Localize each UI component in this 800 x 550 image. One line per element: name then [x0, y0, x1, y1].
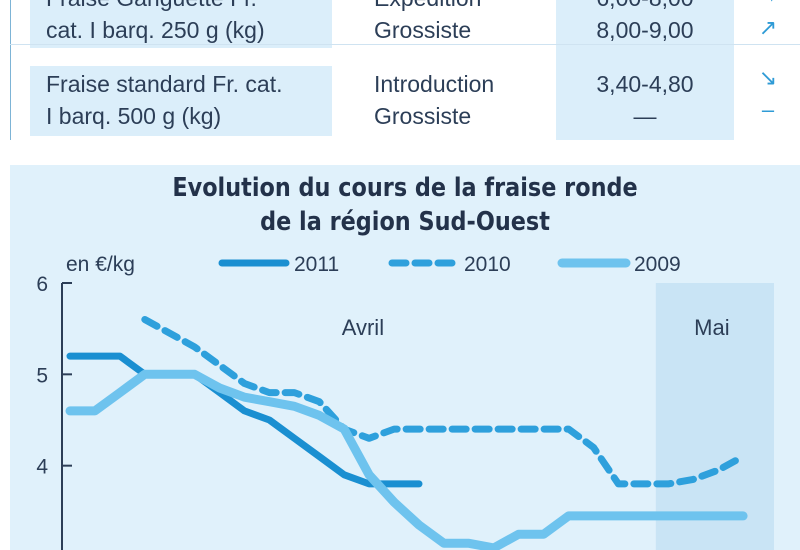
chart-title: Evolution du cours de la fraise ronde de…: [65, 171, 744, 239]
price-value: 8,00-9,00: [596, 17, 694, 43]
legend-label: 2009: [634, 253, 681, 276]
trend-cell: ↘ –: [738, 62, 798, 126]
trend-down-icon: ↘: [758, 65, 778, 90]
chart-plot: Avril Mai 3 4 5 6 en €/kg 2011 2010 2009: [36, 253, 774, 550]
y-tick-label: 4: [36, 456, 48, 479]
series-line-2011: [66, 352, 423, 488]
price-cell: 6,00-8,00 8,00-9,00: [556, 0, 734, 52]
stage-line: Grossiste: [374, 17, 472, 43]
stage-line: Introduction: [374, 71, 495, 97]
product-name-line: Fraise Gariguette Fr.: [46, 0, 332, 14]
trend-cell: ➡ ↗: [738, 0, 798, 44]
row-divider: [10, 44, 800, 45]
period-label: Mai: [694, 315, 729, 340]
trend-up-icon: ↗: [758, 15, 778, 40]
stage-cell: Introduction Grossiste: [374, 68, 564, 132]
y-tick-label: 6: [36, 273, 48, 296]
trend-right-icon: ➡: [738, 0, 798, 12]
product-name-line: cat. I barq. 250 g (kg): [46, 17, 265, 43]
price-cell: 3,40-4,80 —: [556, 50, 734, 140]
product-cell: Fraise standard Fr. cat. I barq. 500 g (…: [30, 66, 332, 136]
table-row: Fraise standard Fr. cat. I barq. 500 g (…: [10, 50, 800, 140]
trend-flat-icon: –: [761, 97, 775, 122]
table-row: Fraise Gariguette Fr. cat. I barq. 250 g…: [10, 0, 800, 52]
price-value: 6,00-8,00: [556, 0, 734, 14]
price-value: —: [633, 103, 657, 129]
legend-label: 2011: [294, 253, 339, 276]
price-chart: Evolution du cours de la fraise ronde de…: [10, 165, 800, 550]
y-tick-label: 5: [36, 364, 48, 387]
table-left-border: [10, 0, 11, 140]
legend-label: 2010: [464, 253, 511, 276]
stage-line: Grossiste: [374, 103, 472, 129]
chart-title-line: de la région Sud-Ouest: [260, 207, 550, 237]
period-label: Avril: [342, 315, 384, 340]
period-band: [655, 283, 774, 550]
series-line-2009: [65, 369, 748, 550]
y-axis-label: en €/kg: [66, 253, 135, 276]
product-cell: Fraise Gariguette Fr. cat. I barq. 250 g…: [30, 0, 332, 48]
price-value: 3,40-4,80: [596, 71, 694, 97]
stage-line: Expédition: [374, 0, 564, 14]
product-name-line: I barq. 500 g (kg): [46, 103, 222, 129]
price-table: Fraise Gariguette Fr. cat. I barq. 250 g…: [0, 0, 800, 142]
series-line-2010: [141, 316, 747, 488]
y-tick-label: 3: [36, 547, 48, 550]
chart-title-line: Evolution du cours de la fraise ronde: [172, 173, 638, 203]
stage-cell: Expédition Grossiste: [374, 0, 564, 46]
product-name-line: Fraise standard Fr. cat.: [46, 71, 283, 97]
